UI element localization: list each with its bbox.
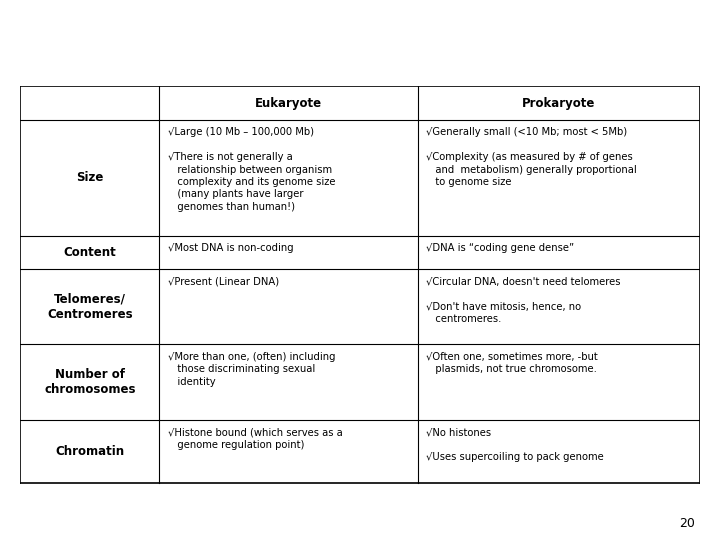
Text: √Circular DNA, doesn't need telomeres

√Don't have mitosis, hence, no
   centrom: √Circular DNA, doesn't need telomeres √D…: [426, 277, 621, 324]
Text: Content: Content: [63, 246, 116, 259]
Text: Telomeres/
Centromeres: Telomeres/ Centromeres: [47, 293, 132, 321]
Text: √Present (Linear DNA): √Present (Linear DNA): [168, 277, 279, 287]
Text: Number of
chromosomes: Number of chromosomes: [44, 368, 135, 396]
Text: Prokaryote: Prokaryote: [522, 97, 595, 110]
Text: √Histone bound (which serves as a
   genome regulation point): √Histone bound (which serves as a genome…: [168, 427, 343, 450]
Text: Size: Size: [76, 171, 104, 184]
Text: √Most DNA is non-coding: √Most DNA is non-coding: [168, 244, 293, 253]
Text: √DNA is “coding gene dense”: √DNA is “coding gene dense”: [426, 244, 574, 253]
Text: √More than one, (often) including
   those discriminating sexual
   identity: √More than one, (often) including those …: [168, 352, 335, 387]
Text: Eukaryote vs Prokaryote Genomes: Eukaryote vs Prokaryote Genomes: [16, 29, 719, 63]
Text: √Often one, sometimes more, -but
   plasmids, not true chromosome.: √Often one, sometimes more, -but plasmid…: [426, 352, 598, 374]
Text: 20: 20: [679, 517, 695, 530]
Text: √No histones

√Uses supercoiling to pack genome: √No histones √Uses supercoiling to pack …: [426, 427, 603, 462]
Text: Chromatin: Chromatin: [55, 445, 125, 458]
Text: Eukaryote: Eukaryote: [255, 97, 322, 110]
Text: √Large (10 Mb – 100,000 Mb)

√There is not generally a
   relationship between o: √Large (10 Mb – 100,000 Mb) √There is no…: [168, 127, 335, 212]
Text: √Generally small (<10 Mb; most < 5Mb)

√Complexity (as measured by # of genes
  : √Generally small (<10 Mb; most < 5Mb) √C…: [426, 127, 636, 187]
